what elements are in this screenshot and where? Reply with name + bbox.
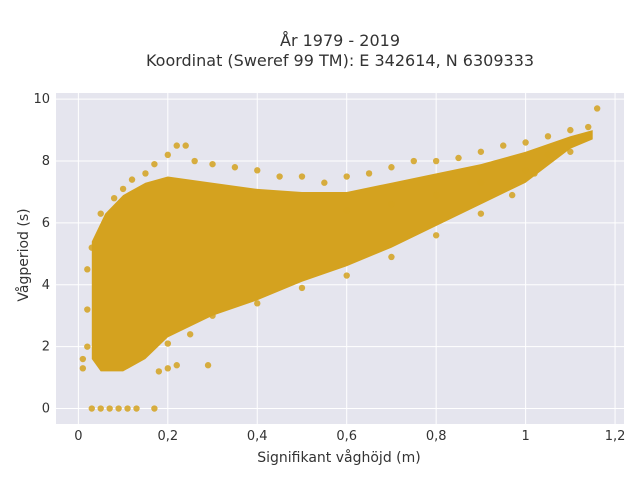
scatter-points bbox=[79, 105, 601, 412]
scatter-point bbox=[151, 405, 158, 412]
scatter-point bbox=[531, 170, 538, 177]
y-tick-label: 8 bbox=[42, 154, 50, 169]
scatter-point bbox=[254, 167, 261, 174]
scatter-point bbox=[593, 105, 601, 112]
scatter-point bbox=[432, 157, 440, 165]
y-tick-label: 2 bbox=[42, 340, 50, 355]
scatter-point bbox=[79, 355, 87, 363]
scatter-point bbox=[455, 154, 462, 162]
scatter-cloud bbox=[91, 130, 593, 372]
scatter-point bbox=[88, 405, 95, 412]
scatter-point bbox=[151, 160, 158, 168]
scatter-point bbox=[164, 151, 172, 159]
y-tick-label: 10 bbox=[33, 92, 50, 107]
scatter-point bbox=[522, 167, 529, 174]
scatter-point bbox=[432, 232, 440, 239]
y-tick-label: 0 bbox=[42, 402, 50, 417]
scatter-point bbox=[508, 191, 516, 199]
x-tick-label: 0,6 bbox=[336, 429, 357, 444]
scatter-point bbox=[209, 312, 216, 319]
scatter-point bbox=[321, 179, 328, 186]
scatter-point bbox=[173, 142, 180, 149]
x-axis-label: Signifikant våghöjd (m) bbox=[257, 449, 420, 466]
y-axis-label: Vågperiod (s) bbox=[15, 208, 32, 301]
scatter-point bbox=[343, 272, 350, 279]
chart-title-line1: År 1979 - 2019 bbox=[280, 31, 400, 50]
scatter-point bbox=[388, 164, 395, 171]
scatter-point bbox=[79, 365, 87, 372]
x-tick-label: 0,4 bbox=[247, 429, 268, 444]
scatter-point bbox=[133, 405, 140, 412]
x-tick-label: 0 bbox=[74, 429, 82, 444]
scatter-point bbox=[477, 148, 485, 155]
scatter-point bbox=[106, 405, 113, 412]
scatter-point bbox=[432, 191, 440, 199]
scatter-point bbox=[84, 343, 91, 350]
scatter-point bbox=[110, 194, 118, 202]
x-tick-label: 0,2 bbox=[157, 429, 178, 444]
y-tick-labels: 0 2 4 6 8 10 bbox=[33, 92, 50, 416]
scatter-point bbox=[204, 362, 212, 369]
scatter-point bbox=[97, 405, 104, 412]
scatter-point bbox=[231, 164, 239, 171]
scatter-point bbox=[173, 362, 180, 369]
scatter-point bbox=[186, 331, 194, 338]
scatter-point bbox=[388, 253, 395, 261]
scatter-point bbox=[276, 173, 283, 180]
x-tick-label: 1 bbox=[521, 429, 529, 444]
scatter-point bbox=[298, 284, 306, 292]
scatter-point bbox=[522, 139, 529, 146]
point-cloud bbox=[91, 130, 593, 372]
y-tick-label: 4 bbox=[42, 278, 50, 293]
scatter-point bbox=[84, 266, 91, 273]
scatter-point bbox=[567, 126, 574, 134]
scatter-point bbox=[298, 173, 306, 180]
scatter-point bbox=[343, 173, 350, 180]
y-tick-label: 6 bbox=[42, 216, 50, 231]
scatter-point bbox=[209, 160, 216, 168]
scatter-point bbox=[142, 170, 149, 177]
scatter-point bbox=[84, 306, 91, 313]
x-tick-label: 1,2 bbox=[605, 429, 626, 444]
chart-title-line2: Koordinat (Sweref 99 TM): E 342614, N 63… bbox=[146, 51, 534, 70]
scatter-point bbox=[388, 201, 395, 208]
scatter-point bbox=[365, 170, 373, 177]
scatter-point bbox=[410, 157, 417, 165]
scatter-point bbox=[115, 405, 122, 412]
scatter-point bbox=[155, 368, 163, 375]
scatter-point bbox=[142, 349, 149, 357]
scatter-point bbox=[567, 148, 574, 155]
scatter-point bbox=[124, 405, 131, 412]
scatter-point bbox=[544, 133, 552, 140]
x-tick-labels: 0 0,2 0,4 0,6 0,8 1 1,2 bbox=[74, 429, 625, 444]
scatter-point bbox=[254, 300, 261, 307]
scatter-point bbox=[119, 185, 127, 193]
scatter-point bbox=[191, 157, 198, 165]
scatter-point bbox=[343, 207, 350, 214]
scatter-point bbox=[544, 151, 552, 159]
x-tick-label: 0,8 bbox=[426, 429, 447, 444]
scatter-point bbox=[164, 340, 172, 347]
scatter-point bbox=[128, 176, 136, 183]
scatter-point bbox=[477, 210, 485, 217]
scatter-point bbox=[164, 365, 172, 372]
scatter-point bbox=[97, 210, 104, 217]
scatter-point bbox=[182, 142, 189, 149]
scatter-point bbox=[88, 244, 95, 251]
scatter-point bbox=[500, 142, 507, 149]
scatter-point bbox=[477, 179, 485, 186]
scatter-point bbox=[585, 123, 592, 131]
